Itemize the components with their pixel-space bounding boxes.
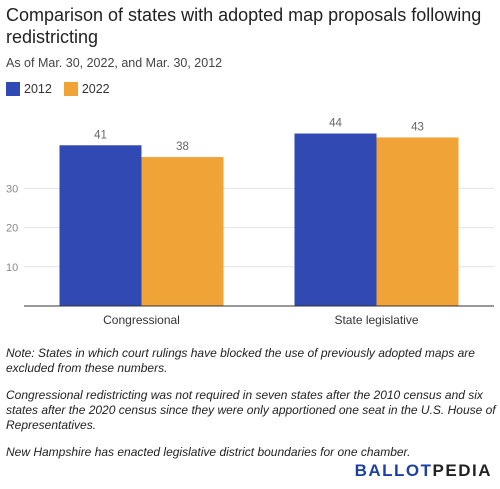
bar-state-legislative-2012 <box>294 133 377 306</box>
legend-item-2012: 2012 <box>6 82 52 96</box>
note-court-rulings: Note: States in which court rulings have… <box>6 346 475 375</box>
legend-label-2022: 2022 <box>81 82 110 96</box>
category-label-state-legislative: State legislative <box>334 313 418 327</box>
chart-subtitle: As of Mar. 30, 2022, and Mar. 30, 2012 <box>6 56 223 70</box>
chart-title: Comparison of states with adopted map pr… <box>6 5 482 47</box>
bar-state-legislative-2022 <box>376 137 459 306</box>
data-label-state-legislative-2022: 43 <box>411 121 424 133</box>
notes: Note: States in which court rulings have… <box>6 346 496 472</box>
y-tick-label-10: 10 <box>6 262 18 274</box>
data-label-congressional-2022: 38 <box>176 141 189 153</box>
bar-congressional-2012 <box>59 145 142 306</box>
bar-congressional-2022 <box>141 157 224 306</box>
y-tick-label-20: 20 <box>6 223 18 235</box>
logo-part-pedia: PEDIA <box>432 461 492 480</box>
data-label-congressional-2012: 41 <box>94 129 107 141</box>
legend: 2012 2022 <box>6 82 122 96</box>
legend-swatch-2012 <box>6 82 20 96</box>
legend-label-2012: 2012 <box>24 82 52 96</box>
data-label-state-legislative-2012: 44 <box>329 118 342 130</box>
legend-swatch-2022 <box>63 82 78 96</box>
y-tick-label-30: 30 <box>6 183 18 195</box>
category-label-congressional: Congressional <box>103 313 180 327</box>
legend-item-2022: 2022 <box>63 82 110 96</box>
ballotpedia-logo: BALLOTPEDIA <box>355 461 492 481</box>
note-congressional: Congressional redistricting was not requ… <box>6 388 496 432</box>
note-new-hampshire: New Hampshire has enacted legislative di… <box>6 445 411 459</box>
logo-part-ballot: BALLOT <box>354 461 433 480</box>
bar-chart: 10 20 30 41 38 Congressional 44 43 State legisla… <box>6 118 494 327</box>
